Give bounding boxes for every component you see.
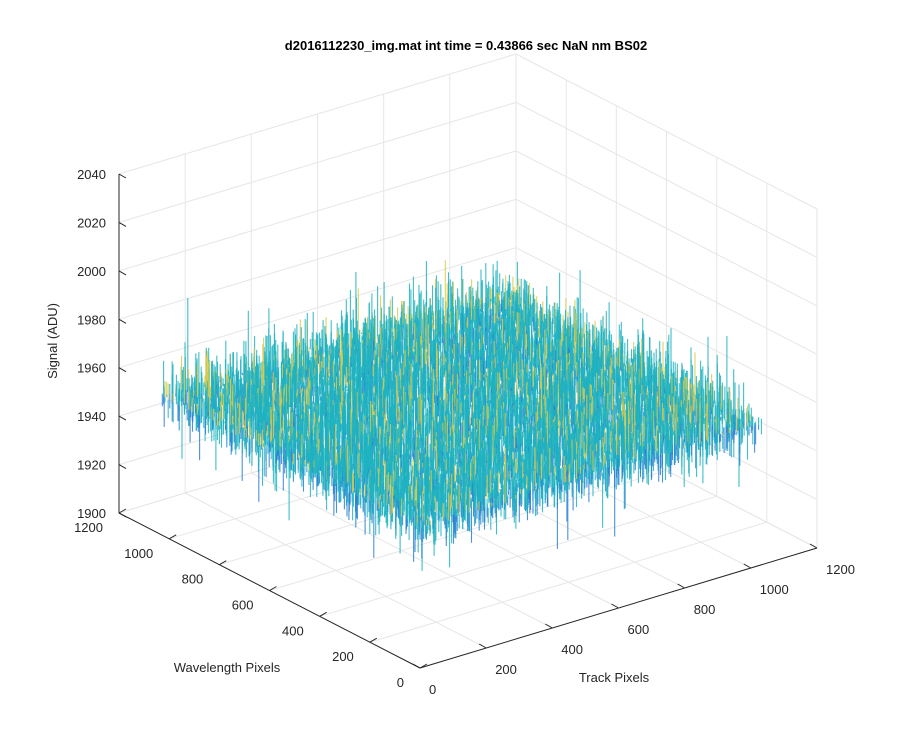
floor-gridline-y (319, 495, 717, 617)
backwall-gridline-z (118, 198, 517, 320)
sidewall-gridline-z (515, 101, 818, 258)
surface-mesh (161, 260, 762, 571)
sidewall-gridline-z (515, 150, 818, 307)
floor-gridline-y (369, 521, 767, 643)
sidewall-gridline-z (515, 247, 818, 404)
backwall-gridline-z (118, 101, 517, 223)
backwall-gridline-z (118, 53, 517, 175)
sidewall-gridline-z (515, 198, 818, 355)
backwall-gridline-z (118, 150, 517, 272)
sidewall-gridline-z (515, 53, 818, 210)
